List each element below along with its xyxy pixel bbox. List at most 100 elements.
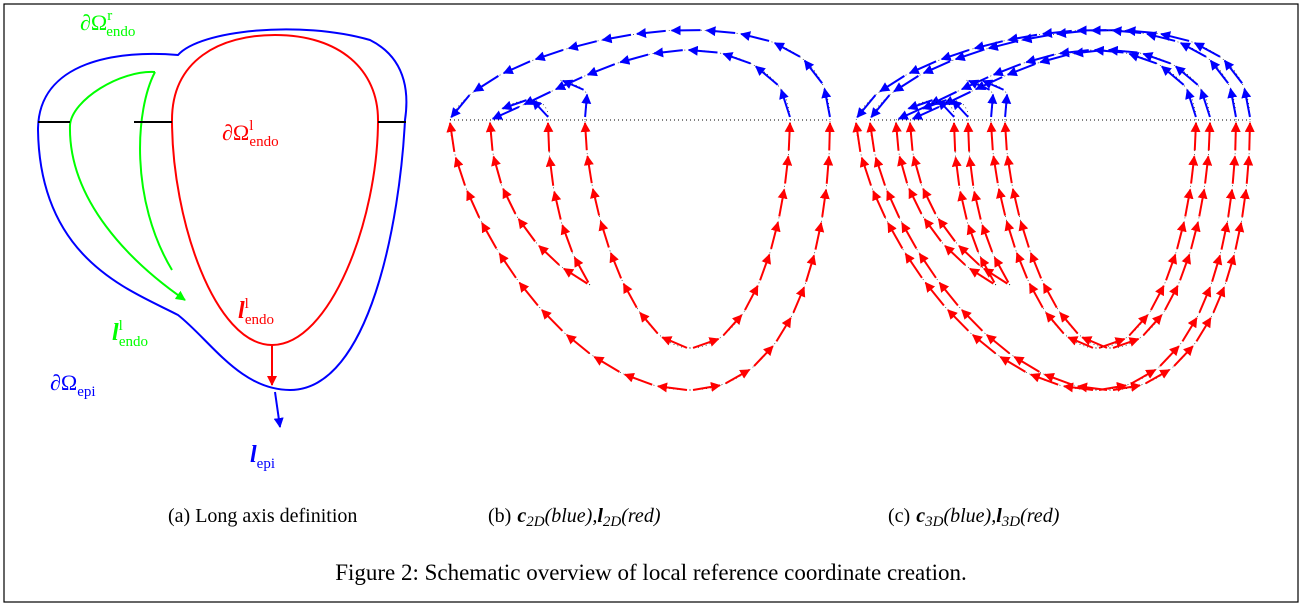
vector-arrow [594,357,619,372]
vector-arrow [1235,123,1236,150]
caption-a: (a) Long axis definition [168,505,357,527]
vector-arrow [662,337,687,348]
vector-arrow [1044,284,1057,308]
vector-arrow [693,339,719,348]
vector-arrow [793,287,804,312]
vector-arrow [562,225,572,252]
sup: l [249,118,253,134]
vector-arrow [1046,313,1064,334]
vector-arrow [991,123,993,150]
vector-arrow [1161,34,1189,41]
vector-arrow [536,50,563,59]
vector-arrow [745,286,758,310]
vector-arrow [1143,54,1170,64]
label-lv-endo: ∂Ωlendo [222,118,279,150]
vector-arrow [887,191,899,218]
vector-arrow [504,61,530,73]
vector-arrow [539,246,559,265]
vector-arrow [467,191,479,218]
c-sub: 3D [924,514,944,530]
vector-arrow [1247,156,1249,183]
vector-arrow [910,61,936,73]
sup: l [119,318,123,334]
vector-arrow [1201,90,1210,117]
l-note: (red) [621,505,661,527]
vector-arrow [1129,54,1156,64]
vector-arrow [1242,190,1246,217]
vector-arrow [706,30,735,33]
vector-arrow [1146,370,1170,384]
vector-arrow [1177,222,1184,249]
vector-arrow [520,283,538,306]
vector-arrow [1007,221,1015,247]
vector-arrow [624,284,637,308]
sup: r [107,8,112,24]
vector-arrow [954,123,955,152]
vector-arrow [593,189,599,216]
vector-arrow [451,95,469,117]
vector-arrow [1226,255,1234,281]
label-l-epi: lepi [250,442,275,472]
vector-arrow [754,346,773,366]
vector-arrow [987,335,1010,353]
vector-arrow [939,219,955,241]
vector-arrow [1165,286,1178,310]
vector-arrow [870,123,874,152]
vector-arrow [1000,357,1025,372]
vector-arrow [1021,221,1029,247]
vector-arrow [825,89,830,117]
vector-arrow [775,43,800,57]
vector-arrow [1225,61,1243,84]
vector-arrow [569,41,597,48]
vector-arrow [956,50,983,59]
label-rv-endo: ∂Ωrendo [80,8,135,40]
vector-arrow [924,61,950,73]
figure: ∂Ωrendo ∂Ωlendo llendo llendo ∂Ωepi lepi… [0,0,1303,607]
figure-caption: Figure 2: Schematic overview of local re… [335,560,967,585]
vector-arrow [899,107,925,119]
sub: endo [106,24,135,40]
tag: (c) [888,505,910,527]
vector-arrow [1196,318,1210,341]
c-note: (blue), [545,505,598,527]
vector-arrow [994,64,1021,75]
vector-arrow [689,50,718,53]
vector-arrow [956,157,960,185]
vector-arrow [474,76,498,91]
vector-arrow [450,123,454,152]
c-note: (blue), [943,505,996,527]
vector-arrow [503,100,527,108]
vector-arrow [968,123,969,152]
vector-arrow [550,157,554,185]
vector-arrow [1195,123,1196,150]
vector-arrow [1045,375,1072,385]
vector-arrow [779,189,784,216]
vector-arrow [1205,156,1208,183]
sub: epi [257,456,275,472]
vector-arrow [925,219,941,241]
epi-contour [38,29,406,390]
vector-arrow [913,107,939,119]
vector-arrow [970,157,974,185]
vector-arrow [585,123,587,150]
sub: epi [77,384,95,400]
vector-arrow [1031,253,1041,278]
vector-arrow [637,31,666,34]
vector-arrow [1245,89,1250,117]
axis-arrow-epi [275,392,280,427]
vector-arrow [993,156,997,183]
vector-arrow [494,157,501,184]
vector-arrow [1209,123,1210,150]
vector-arrow [548,123,549,152]
panel-c [856,30,1250,390]
vector-arrow [974,192,980,220]
vector-arrow [942,50,969,59]
vector-arrow [1147,34,1175,41]
vector-arrow [693,385,720,390]
tag: (b) [488,505,511,527]
vector-arrow [603,35,631,40]
vector-arrow [944,92,970,105]
vector-arrow [880,76,904,91]
vector-arrow [968,225,978,252]
